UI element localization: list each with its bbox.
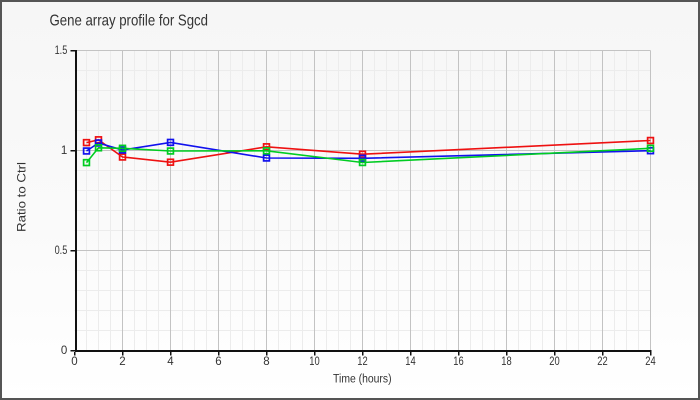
svg-text:22: 22 (597, 356, 607, 368)
svg-text:Gene array profile for Sgcd: Gene array profile for Sgcd (50, 12, 209, 29)
svg-text:14: 14 (405, 356, 416, 368)
svg-text:1: 1 (61, 145, 67, 157)
svg-text:Time (hours): Time (hours) (333, 373, 392, 385)
svg-text:0: 0 (61, 345, 67, 357)
svg-text:1.5: 1.5 (55, 45, 68, 57)
svg-text:2: 2 (119, 356, 125, 368)
svg-text:0.5: 0.5 (55, 245, 68, 257)
svg-text:Ratio to Ctrl: Ratio to Ctrl (14, 162, 28, 232)
svg-text:10: 10 (309, 356, 319, 368)
svg-text:0: 0 (71, 356, 77, 368)
svg-text:20: 20 (549, 356, 559, 368)
svg-text:8: 8 (263, 356, 269, 368)
svg-text:24: 24 (645, 356, 656, 368)
svg-text:18: 18 (501, 356, 511, 368)
svg-text:6: 6 (215, 356, 221, 368)
svg-text:4: 4 (167, 356, 174, 368)
svg-text:12: 12 (357, 356, 367, 368)
svg-text:16: 16 (453, 356, 463, 368)
